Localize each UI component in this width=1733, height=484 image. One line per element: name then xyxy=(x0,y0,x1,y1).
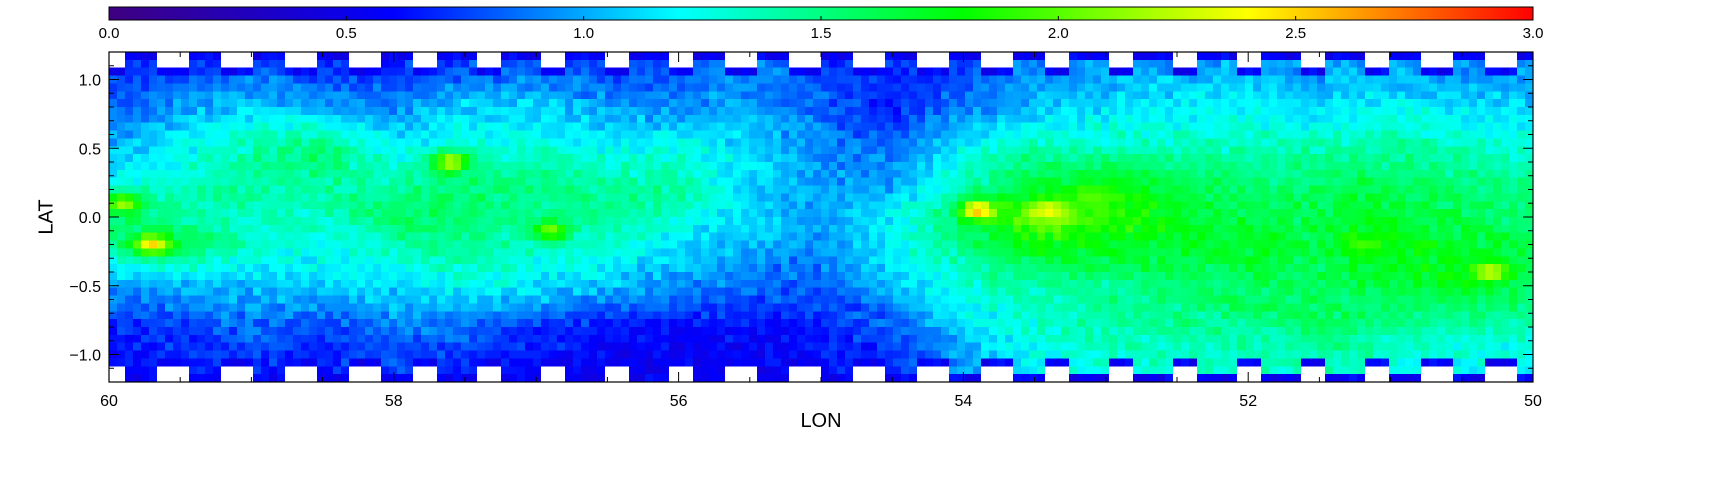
x-axis-ticks xyxy=(108,52,1534,382)
x-tick-label: 52 xyxy=(1239,393,1257,410)
colorbar-ticks xyxy=(108,16,1534,20)
colorbar-tick-label: 1.5 xyxy=(811,25,832,42)
y-axis-ticks xyxy=(109,65,1533,369)
x-axis-tick-labels: 60 58 56 54 52 50 xyxy=(100,393,1542,410)
colorbar-tick-label: 0.5 xyxy=(336,25,357,42)
x-axis-title: LON xyxy=(800,410,841,432)
colorbar-tick-label: 0.0 xyxy=(99,25,120,42)
colorbar-tick-label: 1.0 xyxy=(573,25,594,42)
colorbar-tick-label: 2.0 xyxy=(1048,25,1069,42)
x-tick-label: 50 xyxy=(1524,393,1542,410)
colorbar-tick-label: 2.5 xyxy=(1285,25,1306,42)
heatmap-image xyxy=(109,52,1533,382)
colorbar-tick-labels: 0.0 0.5 1.0 1.5 2.0 2.5 3.0 xyxy=(99,25,1544,42)
x-tick-label: 60 xyxy=(100,393,118,410)
y-tick-label: 0.0 xyxy=(79,210,101,227)
y-tick-label: −1.0 xyxy=(69,348,101,365)
x-tick-label: 56 xyxy=(670,393,688,410)
y-tick-label: 0.5 xyxy=(79,141,101,158)
plot-area: 60 58 56 54 52 50 1.0 0.5 0.0 −0.5 −1.0 xyxy=(69,51,1542,410)
colorbar: 0.0 0.5 1.0 1.5 2.0 2.5 3.0 xyxy=(99,6,1544,42)
y-tick-label: −0.5 xyxy=(69,279,101,296)
x-tick-label: 54 xyxy=(955,393,973,410)
colorbar-tick-label: 3.0 xyxy=(1523,25,1544,42)
y-axis-title: LAT xyxy=(35,199,57,234)
x-tick-label: 58 xyxy=(385,393,403,410)
y-axis-tick-labels: 1.0 0.5 0.0 −0.5 −1.0 xyxy=(69,73,101,365)
y-tick-label: 1.0 xyxy=(79,73,101,90)
